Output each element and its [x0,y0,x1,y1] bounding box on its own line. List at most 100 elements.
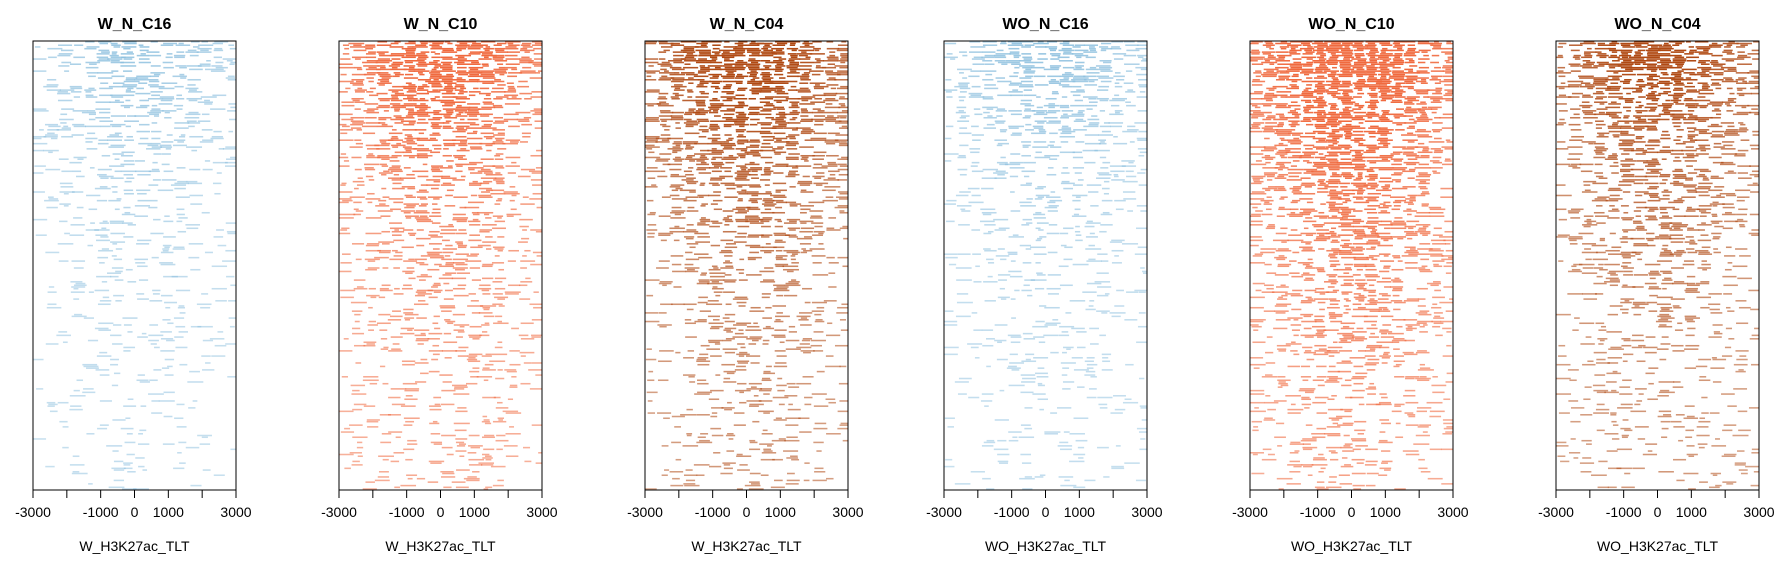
heatmap-cell [198,44,214,46]
heatmap-cell [415,60,425,62]
heatmap-cell [1342,92,1349,95]
heatmap-cell [101,51,110,53]
heatmap-cell [441,350,458,352]
heatmap-cell [751,92,759,95]
heatmap-cell [815,184,823,186]
heatmap-cell [799,220,814,223]
heatmap-cell [954,85,968,88]
heatmap-cell [724,224,730,226]
heatmap-cell [392,146,399,148]
heatmap-cell [405,51,415,53]
heatmap-cell [698,135,707,138]
heatmap-cell [442,381,452,383]
heatmap-cell [1097,396,1113,399]
heatmap-cell [749,123,758,126]
heatmap-cell [697,72,707,74]
heatmap-cell [812,154,825,157]
heatmap-cell [492,227,506,230]
heatmap-cell [696,474,705,477]
heatmap-cell [1267,56,1276,59]
heatmap-cell [1315,148,1329,150]
heatmap-cell [997,94,1012,97]
heatmap-cell [707,65,723,67]
heatmap-cell [458,346,469,349]
heatmap-cell [369,382,378,385]
heatmap-cell [368,329,374,331]
heatmap-cell [365,217,382,219]
heatmap-cell [790,455,798,458]
heatmap-cell [999,462,1009,464]
heatmap-cell [1098,134,1113,136]
heatmap-cell [695,241,711,243]
heatmap-cell [811,222,824,224]
heatmap-cell [353,201,362,204]
heatmap-cell [226,230,236,233]
heatmap-cell [1038,341,1046,344]
heatmap-cell [71,260,86,262]
heatmap-cell [56,129,72,131]
heatmap-cell [1266,87,1277,90]
heatmap-cell [113,294,124,297]
heatmap-cell [404,313,419,316]
heatmap-cell [137,265,148,268]
heatmap-cell [708,68,722,71]
heatmap-cell [1407,47,1417,50]
heatmap-cell [1278,142,1284,145]
heatmap-cell [1416,129,1426,131]
heatmap-cell [711,148,717,150]
heatmap-cell [345,87,351,90]
heatmap-cell [189,168,201,171]
heatmap-cell [658,312,667,314]
heatmap-cell [1099,156,1107,159]
heatmap-cell [442,182,452,185]
heatmap-cell [1020,103,1031,105]
heatmap-cell [1416,70,1428,72]
heatmap-cell [426,63,441,65]
heatmap-cell [377,78,390,81]
heatmap-cell [701,272,708,274]
heatmap-cell [804,301,811,304]
heatmap-cell [1445,99,1453,102]
heatmap-cell [430,97,436,100]
heatmap-cell [776,286,789,288]
heatmap-cell [439,305,455,307]
heatmap-cell [163,275,178,278]
heatmap-cell [1137,54,1147,57]
heatmap-cell [1365,113,1380,116]
heatmap-cell [825,355,834,357]
heatmap-cell [127,115,137,117]
heatmap-cell [984,54,996,57]
heatmap-cell [724,66,736,69]
heatmap-cell [363,110,375,112]
heatmap-cell [403,65,416,67]
x-axis-label: W_H3K27ac_TLT [691,538,802,554]
heatmap-cell [471,279,481,281]
heatmap-cell [709,125,720,128]
heatmap-cell [1039,408,1044,411]
heatmap-cell [455,106,471,109]
heatmap-cell [1431,129,1443,131]
heatmap-cell [660,111,674,114]
heatmap-cell [468,94,476,97]
heatmap-cell [432,203,438,205]
heatmap-cell [439,65,453,67]
heatmap-cell [151,146,163,148]
heatmap-cell [1059,75,1074,78]
heatmap-cell [1391,72,1407,74]
heatmap-cell [483,103,495,105]
heatmap-cell [1336,96,1352,98]
heatmap-cell [959,99,965,102]
heatmap-cell [1072,199,1081,202]
heatmap-cell [515,111,531,114]
heatmap-cell [824,94,837,97]
heatmap-cell [456,46,468,48]
heatmap-cell [190,484,202,487]
heatmap-cell [1032,61,1044,64]
heatmap-cell [1023,175,1030,178]
heatmap-cell [85,96,98,98]
heatmap-cell [1382,113,1390,116]
heatmap-cell [495,180,505,183]
heatmap-cell [1328,58,1338,60]
heatmap-cell [1083,125,1099,128]
heatmap-cell [723,381,737,383]
